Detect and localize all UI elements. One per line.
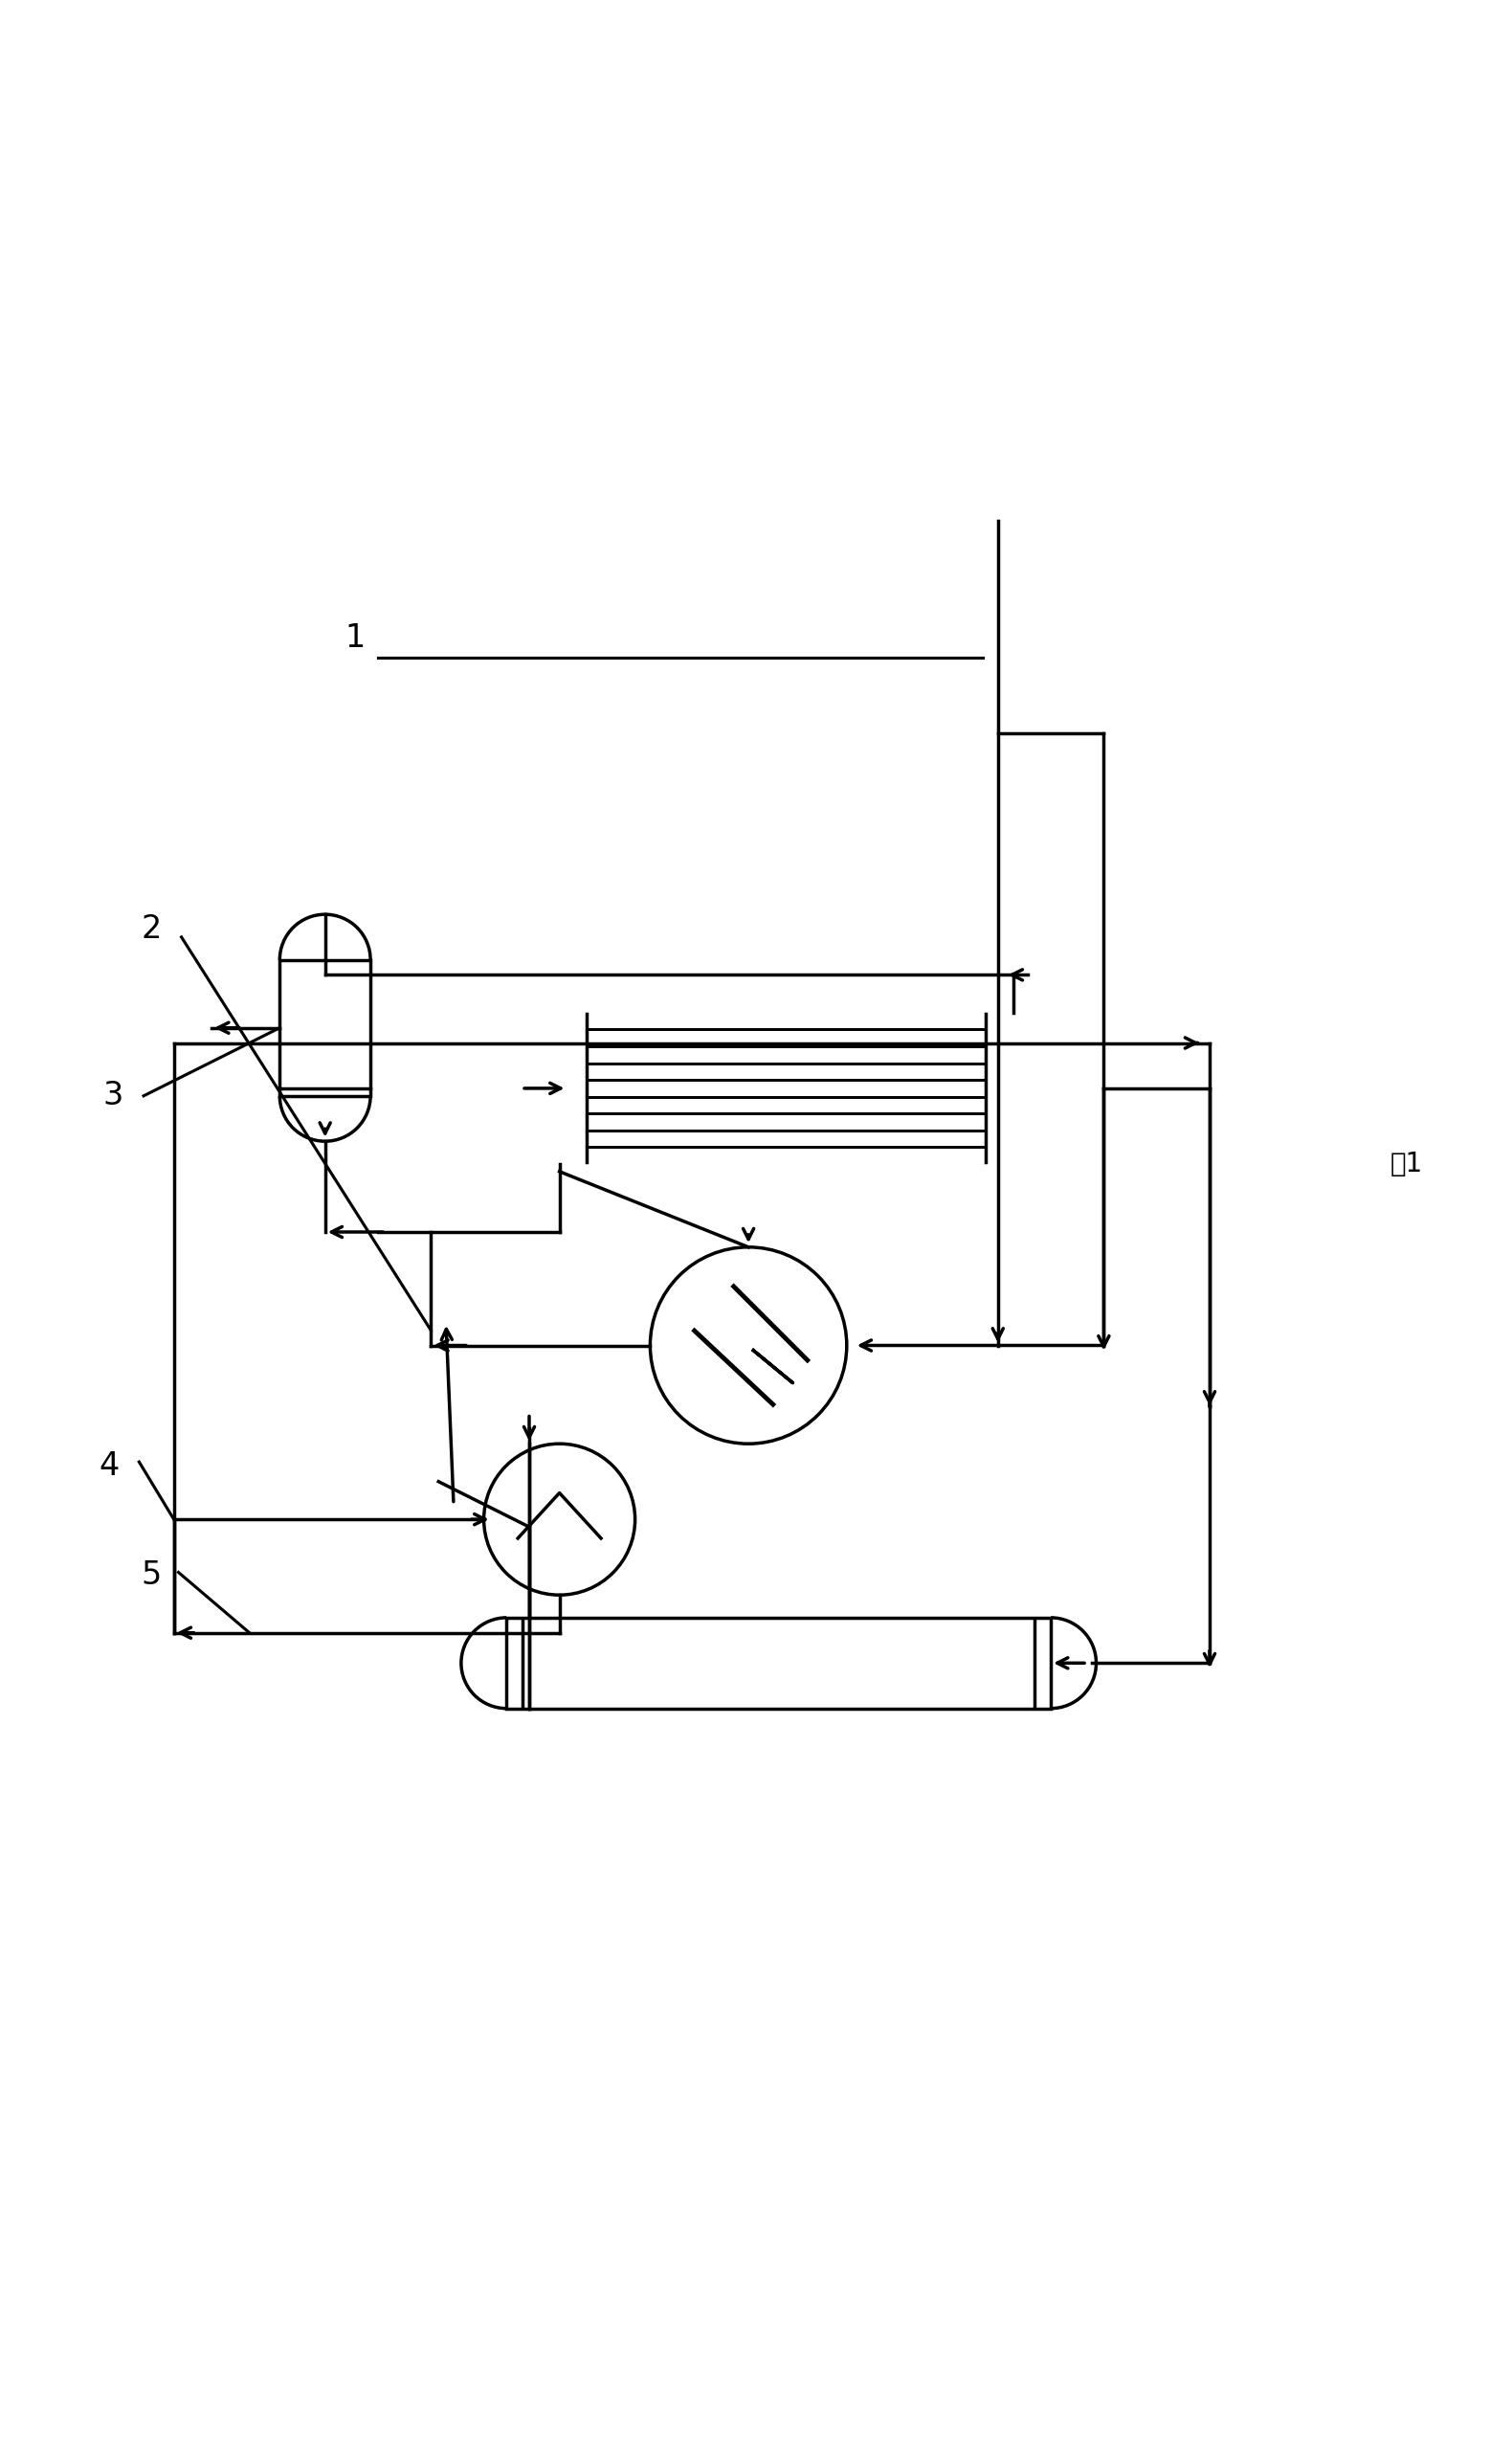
Text: 5: 5 (141, 1560, 162, 1592)
Text: 图1: 图1 (1390, 1151, 1423, 1178)
Bar (280, 961, 370, 1096)
Text: 2: 2 (141, 914, 162, 946)
Bar (507, 1619, 1051, 1708)
Text: 4: 4 (98, 1451, 119, 1483)
Text: 1: 1 (345, 623, 366, 655)
Text: 3: 3 (103, 1079, 124, 1111)
